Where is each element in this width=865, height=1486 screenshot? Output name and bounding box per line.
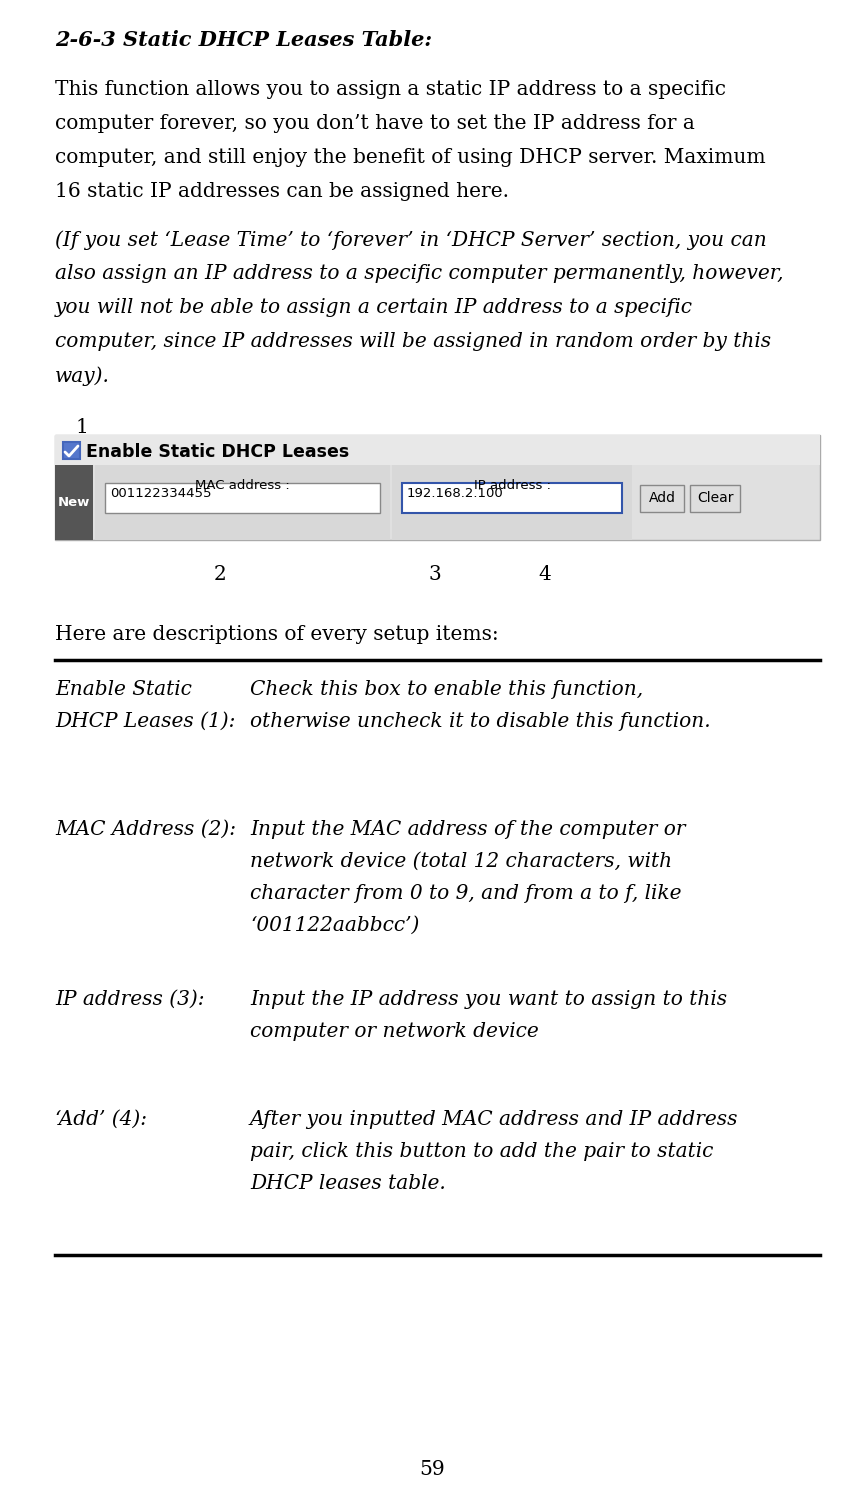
Text: 59: 59 <box>420 1461 445 1479</box>
Text: New: New <box>58 496 90 510</box>
Bar <box>63 441 80 459</box>
Bar <box>95 465 390 539</box>
Text: computer, and still enjoy the benefit of using DHCP server. Maximum: computer, and still enjoy the benefit of… <box>55 149 766 166</box>
Text: MAC address :: MAC address : <box>195 478 290 492</box>
Text: ‘001122aabbcc’): ‘001122aabbcc’) <box>250 915 420 935</box>
Text: This function allows you to assign a static IP address to a specific: This function allows you to assign a sta… <box>55 80 726 100</box>
Bar <box>55 465 93 539</box>
Text: 4: 4 <box>539 565 551 584</box>
Text: After you inputted MAC address and IP address: After you inputted MAC address and IP ad… <box>250 1110 739 1129</box>
Text: computer or network device: computer or network device <box>250 1022 539 1042</box>
Text: Check this box to enable this function,: Check this box to enable this function, <box>250 681 643 698</box>
Text: IP address :: IP address : <box>473 478 550 492</box>
Text: character from 0 to 9, and from a to f, like: character from 0 to 9, and from a to f, … <box>250 884 682 903</box>
Text: network device (total 12 characters, with: network device (total 12 characters, wit… <box>250 851 672 871</box>
Text: Enable Static DHCP Leases: Enable Static DHCP Leases <box>86 443 349 461</box>
Text: Here are descriptions of every setup items:: Here are descriptions of every setup ite… <box>55 626 499 643</box>
Text: 2-6-3 Static DHCP Leases Table:: 2-6-3 Static DHCP Leases Table: <box>55 30 432 51</box>
Text: MAC Address (2):: MAC Address (2): <box>55 820 236 840</box>
Bar <box>55 435 820 465</box>
Text: also assign an IP address to a specific computer permanently, however,: also assign an IP address to a specific … <box>55 265 784 282</box>
Text: you will not be able to assign a certain IP address to a specific: you will not be able to assign a certain… <box>55 299 693 317</box>
Text: otherwise uncheck it to disable this function.: otherwise uncheck it to disable this fun… <box>250 712 711 731</box>
Bar <box>640 484 684 513</box>
Text: 192.168.2.100: 192.168.2.100 <box>407 487 503 499</box>
Text: Enable Static: Enable Static <box>55 681 192 698</box>
Text: ‘Add’ (4):: ‘Add’ (4): <box>55 1110 147 1129</box>
Text: DHCP leases table.: DHCP leases table. <box>250 1174 445 1193</box>
Bar <box>55 435 820 539</box>
Bar <box>402 483 622 513</box>
Text: Add: Add <box>649 492 676 505</box>
Text: computer, since IP addresses will be assigned in random order by this: computer, since IP addresses will be ass… <box>55 331 771 351</box>
Bar <box>105 483 380 513</box>
Bar <box>690 484 740 513</box>
Text: way).: way). <box>55 366 110 386</box>
Text: pair, click this button to add the pair to static: pair, click this button to add the pair … <box>250 1143 714 1161</box>
Text: 001122334455: 001122334455 <box>110 487 212 499</box>
Text: 3: 3 <box>429 565 441 584</box>
Bar <box>392 465 632 539</box>
Text: 16 static IP addresses can be assigned here.: 16 static IP addresses can be assigned h… <box>55 181 509 201</box>
Text: IP address (3):: IP address (3): <box>55 990 204 1009</box>
Text: Input the MAC address of the computer or: Input the MAC address of the computer or <box>250 820 685 840</box>
Text: Clear: Clear <box>696 492 734 505</box>
Text: DHCP Leases (1):: DHCP Leases (1): <box>55 712 235 731</box>
Text: computer forever, so you don’t have to set the IP address for a: computer forever, so you don’t have to s… <box>55 114 695 134</box>
Text: 1: 1 <box>75 418 88 437</box>
Text: 2: 2 <box>214 565 227 584</box>
Text: Input the IP address you want to assign to this: Input the IP address you want to assign … <box>250 990 727 1009</box>
Text: (If you set ‘Lease Time’ to ‘forever’ in ‘DHCP Server’ section, you can: (If you set ‘Lease Time’ to ‘forever’ in… <box>55 230 766 250</box>
